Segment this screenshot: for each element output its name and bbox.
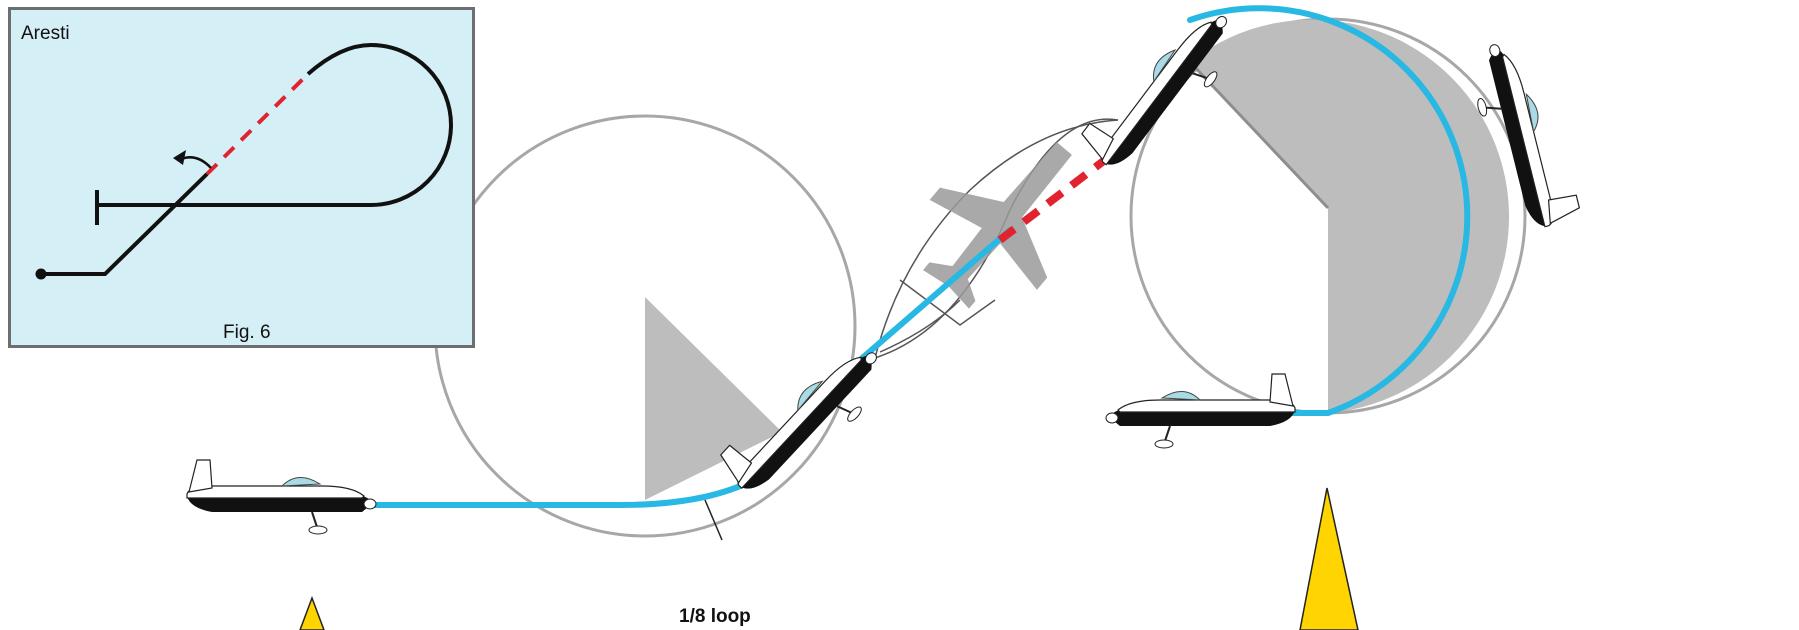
snap-roll-dashed-line — [997, 146, 1121, 244]
flight-path-right-loop — [1187, 5, 1471, 416]
maneuver-label: 1/8 loop — [679, 606, 751, 627]
aircraft-side-view-icon — [186, 459, 377, 535]
pointer-arrow-icon — [299, 595, 325, 630]
aresti-inset: Aresti Fig. 6 — [8, 7, 475, 348]
aircraft-side-view-icon — [1105, 373, 1296, 449]
pointer-arrow-icon — [1299, 487, 1359, 630]
loop-sector-right — [1190, 19, 1510, 414]
inset-title: Aresti — [21, 23, 70, 44]
sector-edge — [1188, 60, 1330, 210]
loop-sector-left — [645, 297, 782, 500]
label-leader — [704, 499, 723, 541]
aresti-diagram — [35, 42, 453, 280]
figure-caption: Fig. 6 — [223, 322, 271, 343]
